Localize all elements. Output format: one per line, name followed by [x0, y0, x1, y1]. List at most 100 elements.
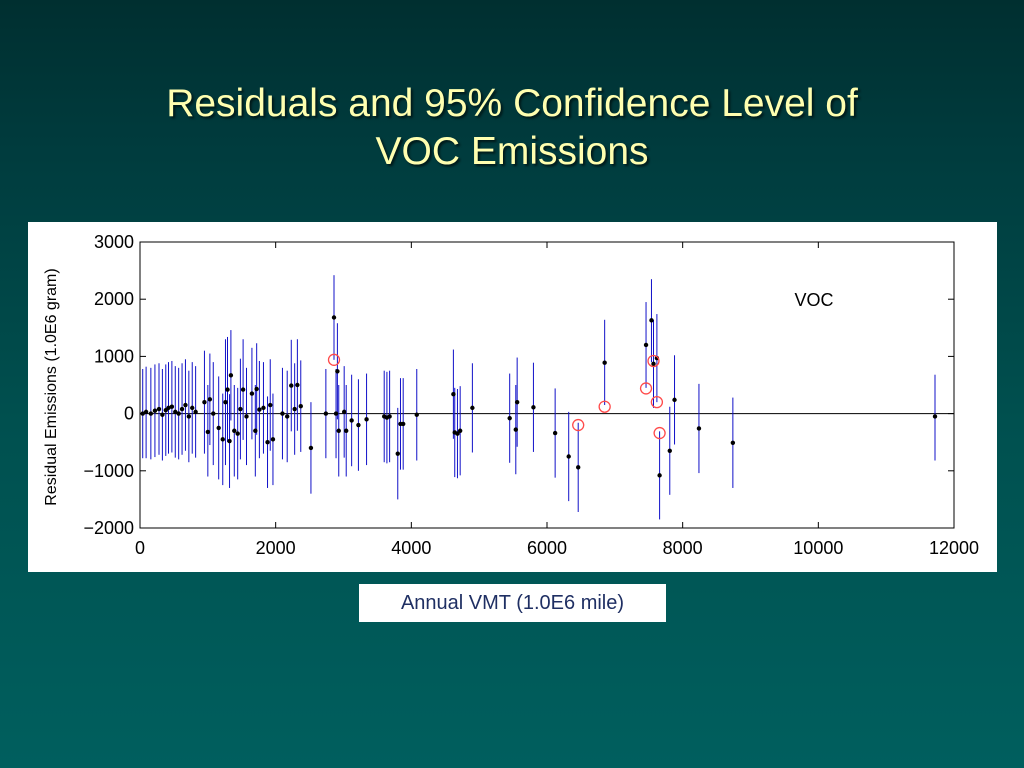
data-point: [576, 465, 581, 470]
plot-border: [139, 241, 955, 529]
data-point: [244, 414, 249, 419]
data-point: [270, 437, 276, 442]
data-point: [240, 387, 246, 392]
data-point: [356, 422, 361, 428]
data-point: [238, 406, 243, 412]
data-points: [140, 315, 938, 478]
data-point: [176, 411, 181, 416]
y-tick-label: 1000: [94, 346, 134, 366]
data-point: [323, 411, 329, 416]
data-point: [295, 382, 300, 388]
data-point: [395, 451, 400, 456]
data-point: [207, 397, 213, 402]
residuals-chart: 0 2000 4000 6000 8000 10000 12000 −2000 −1000 0 1…: [43, 232, 979, 558]
data-point: [730, 440, 736, 445]
data-point: [254, 386, 259, 392]
data-point: [335, 369, 340, 374]
x-tick-label: 4000: [391, 538, 431, 558]
data-point: [387, 414, 392, 419]
data-point: [186, 414, 192, 419]
y-axis-label: Residual Emissions (1.0E6 gram): [43, 268, 60, 505]
data-point: [657, 473, 662, 478]
data-point: [160, 412, 165, 417]
outlier-circle: [598, 400, 611, 413]
x-tick-label: 12000: [929, 538, 979, 558]
data-point: [193, 409, 198, 415]
data-point: [455, 431, 460, 436]
data-point: [173, 409, 178, 415]
data-point: [202, 399, 207, 405]
data-point: [289, 383, 294, 388]
data-point: [261, 405, 266, 411]
data-point: [451, 391, 456, 397]
y-axis-ticks: −2000 −1000 0 1000 2000 3000: [83, 232, 954, 538]
data-point: [331, 315, 337, 320]
slide-title-line-2: VOC Emissions: [375, 130, 649, 173]
data-point: [227, 438, 232, 444]
x-axis-label: Annual VMT (1.0E6 mile): [359, 584, 666, 622]
data-point: [649, 318, 654, 323]
slide-title-line-1: Residuals and 95% Confidence Level of: [166, 82, 858, 125]
x-axis-ticks: 0 2000 4000 6000 8000 10000 12000: [135, 242, 979, 558]
data-point: [298, 403, 303, 409]
series-annotation: VOC: [794, 290, 833, 310]
data-point: [531, 405, 536, 410]
x-tick-label: 0: [135, 538, 145, 558]
y-tick-label: 0: [124, 404, 134, 424]
data-point: [308, 445, 314, 451]
data-point: [414, 412, 419, 417]
data-point: [470, 405, 475, 411]
data-point: [143, 409, 149, 415]
data-point: [667, 448, 672, 453]
data-point: [513, 427, 518, 432]
data-point: [223, 399, 228, 405]
x-tick-label: 8000: [663, 538, 703, 558]
plot-frame: [139, 241, 955, 529]
outlier-circle: [650, 396, 664, 409]
data-point: [205, 429, 211, 435]
data-point: [190, 405, 195, 411]
data-point: [211, 411, 216, 416]
data-point: [148, 411, 154, 416]
data-point: [643, 342, 649, 348]
data-point: [336, 428, 341, 433]
data-point: [651, 361, 656, 367]
data-point: [166, 405, 171, 411]
data-point: [349, 418, 354, 423]
data-point: [249, 391, 255, 396]
outlier-circle: [647, 354, 660, 368]
data-point: [696, 426, 702, 431]
data-point: [552, 430, 558, 436]
data-point: [344, 428, 349, 433]
data-point: [265, 440, 270, 445]
outlier-circle: [327, 353, 341, 366]
data-point: [514, 399, 520, 405]
y-tick-label: 3000: [94, 232, 134, 252]
data-point: [220, 437, 225, 442]
x-tick-label: 6000: [527, 538, 567, 558]
data-point: [932, 414, 938, 419]
data-point: [179, 406, 185, 412]
x-tick-label: 2000: [256, 538, 296, 558]
data-point: [268, 402, 273, 408]
data-point: [152, 408, 158, 413]
data-point: [457, 428, 463, 433]
data-point: [333, 411, 339, 416]
data-point: [507, 415, 512, 421]
data-point: [292, 406, 297, 412]
outlier-circle: [653, 426, 666, 440]
data-point: [566, 454, 571, 459]
y-tick-label: 2000: [94, 289, 134, 309]
data-point: [253, 428, 258, 433]
data-point: [232, 428, 237, 433]
data-point: [364, 417, 369, 422]
data-point: [216, 425, 221, 431]
outlier-circles: [327, 353, 666, 440]
data-point: [602, 360, 607, 365]
data-point: [400, 421, 406, 427]
chart-panel: 0 2000 4000 6000 8000 10000 12000 −2000 −1000 0 1…: [28, 222, 997, 572]
data-point: [156, 406, 162, 412]
y-tick-label: −1000: [83, 461, 134, 481]
data-point: [228, 373, 234, 378]
error-bars: [142, 275, 936, 520]
